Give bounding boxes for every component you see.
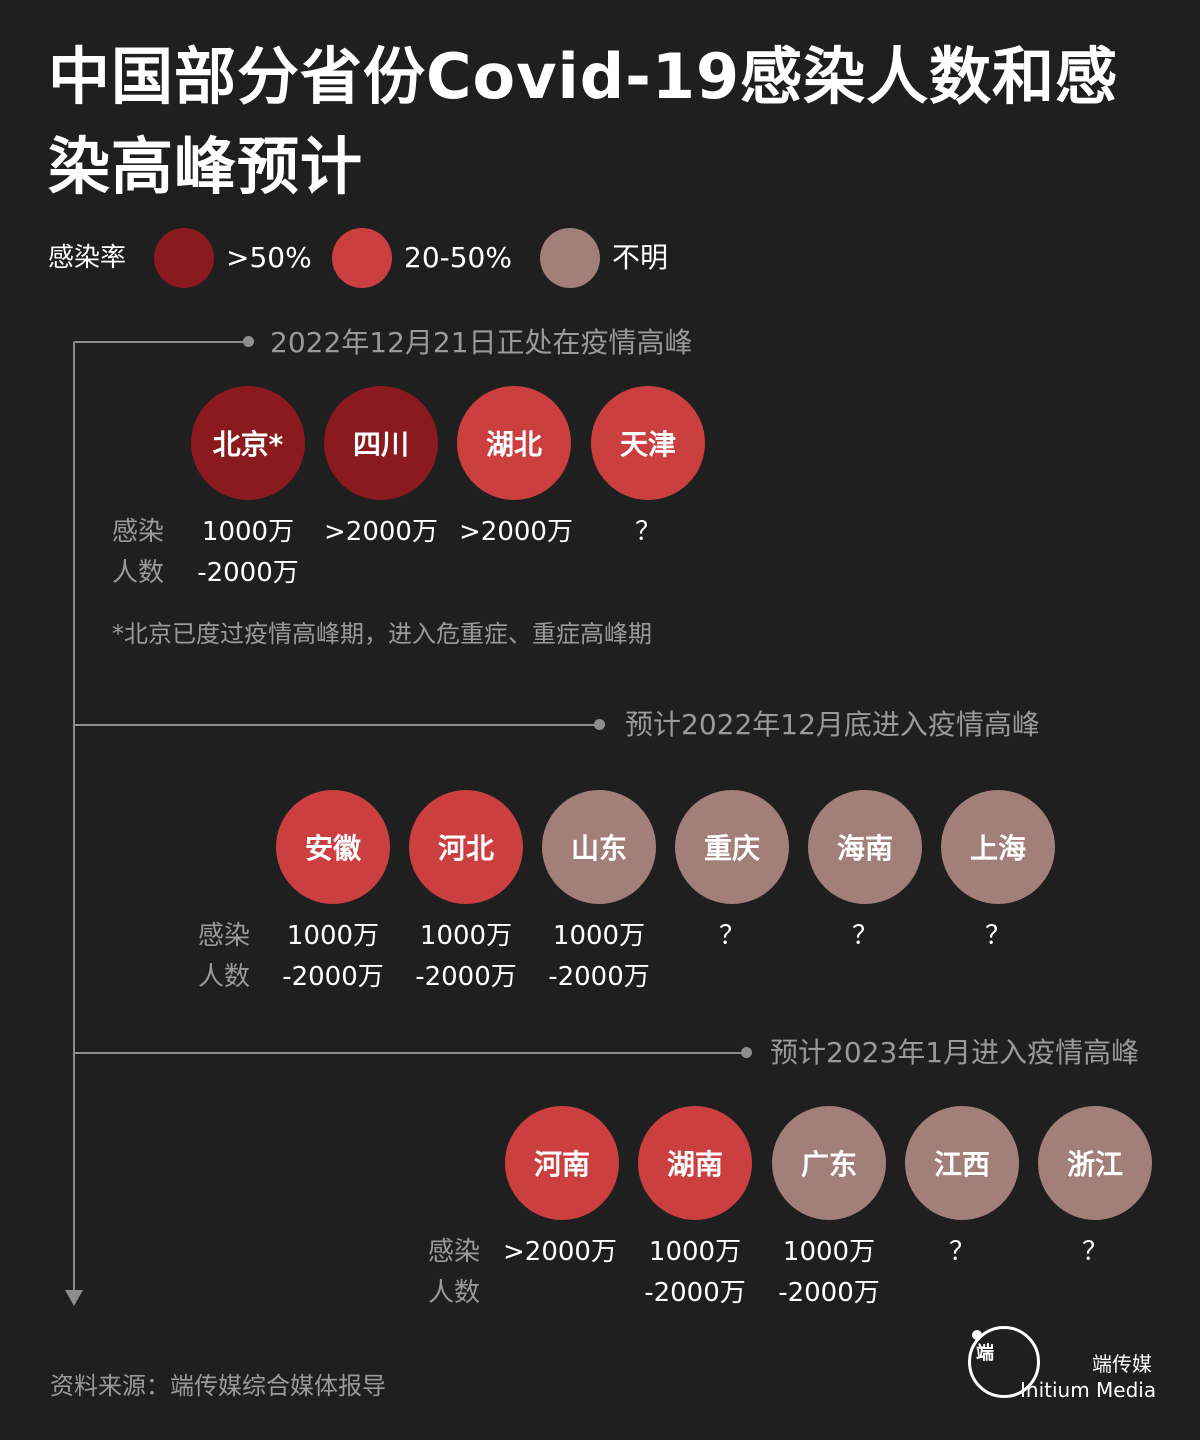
brand-name-en: Initium Media — [1020, 1378, 1157, 1402]
province-circle: 湖北 — [457, 386, 571, 500]
brand-logo-icon — [968, 1326, 1040, 1398]
infected-value: 1000万 -2000万 — [548, 921, 650, 992]
phase-3-dot — [741, 1047, 752, 1058]
province-circle: 北京* — [191, 386, 305, 500]
infected-value: ？ — [634, 517, 661, 547]
legend-text-mid: 20-50% — [404, 241, 512, 274]
infected-value: 1000万 -2000万 — [644, 1237, 746, 1308]
province-circle: 湖南 — [638, 1106, 752, 1220]
footnote: *北京已度过疫情高峰期，进入危重症、重症高峰期 — [112, 620, 652, 648]
source-credit: 资料来源：端传媒综合媒体报导 — [50, 1372, 386, 1400]
infected-value: >2000万 — [503, 1237, 617, 1267]
phase-2-dot — [594, 719, 605, 730]
province-circle: 江西 — [905, 1106, 1019, 1220]
province-circle: 山东 — [542, 790, 656, 904]
province-circle: 四川 — [324, 386, 438, 500]
legend-label: 感染率 — [48, 243, 127, 273]
brand-name-cn: 端传媒 — [1092, 1352, 1152, 1376]
province-circle: 河南 — [505, 1106, 619, 1220]
infected-row-label: 感染 人数 — [112, 517, 165, 588]
phase-1-dot — [243, 336, 254, 347]
infected-value: 1000万 -2000万 — [778, 1237, 880, 1308]
province-circle: 天津 — [591, 386, 705, 500]
infected-value: >2000万 — [324, 517, 438, 547]
phase-1-label: 2022年12月21日正处在疫情高峰 — [270, 326, 693, 359]
timeline-axis — [73, 342, 75, 1294]
province-circle: 上海 — [941, 790, 1055, 904]
infected-row-label: 感染 人数 — [198, 921, 251, 992]
legend-swatch-high — [154, 228, 214, 288]
page-title: 中国部分省份Covid-19感染人数和感染高峰预计 — [48, 40, 1119, 203]
phase-3-label: 预计2023年1月进入疫情高峰 — [770, 1036, 1140, 1069]
phase-1-connector — [74, 341, 248, 343]
infected-value: 1000万 -2000万 — [197, 517, 299, 588]
legend-swatch-unknown — [540, 228, 600, 288]
infected-value: >2000万 — [459, 517, 573, 547]
province-circle: 海南 — [808, 790, 922, 904]
province-circle: 浙江 — [1038, 1106, 1152, 1220]
province-circle: 安徽 — [276, 790, 390, 904]
phase-2-connector — [74, 724, 600, 726]
infected-value: ？ — [1081, 1237, 1108, 1267]
phase-3-connector — [74, 1052, 748, 1054]
infected-value: ？ — [984, 921, 1011, 951]
infected-value: ？ — [851, 921, 878, 951]
infected-value: 1000万 -2000万 — [282, 921, 384, 992]
province-circle: 河北 — [409, 790, 523, 904]
legend-swatch-mid — [332, 228, 392, 288]
infected-row-label: 感染 人数 — [428, 1237, 481, 1308]
brand-logo-glyph: 端 — [976, 1343, 994, 1364]
legend-text-high: >50% — [226, 241, 312, 274]
province-circle: 广东 — [772, 1106, 886, 1220]
brand-logo-dot — [972, 1330, 982, 1340]
infected-value: 1000万 -2000万 — [415, 921, 517, 992]
infected-value: ？ — [718, 921, 745, 951]
legend-text-unknown: 不明 — [612, 241, 669, 274]
province-circle: 重庆 — [675, 790, 789, 904]
phase-2-label: 预计2022年12月底进入疫情高峰 — [625, 708, 1040, 741]
timeline-arrow-icon — [65, 1290, 83, 1306]
infected-value: ？ — [948, 1237, 975, 1267]
